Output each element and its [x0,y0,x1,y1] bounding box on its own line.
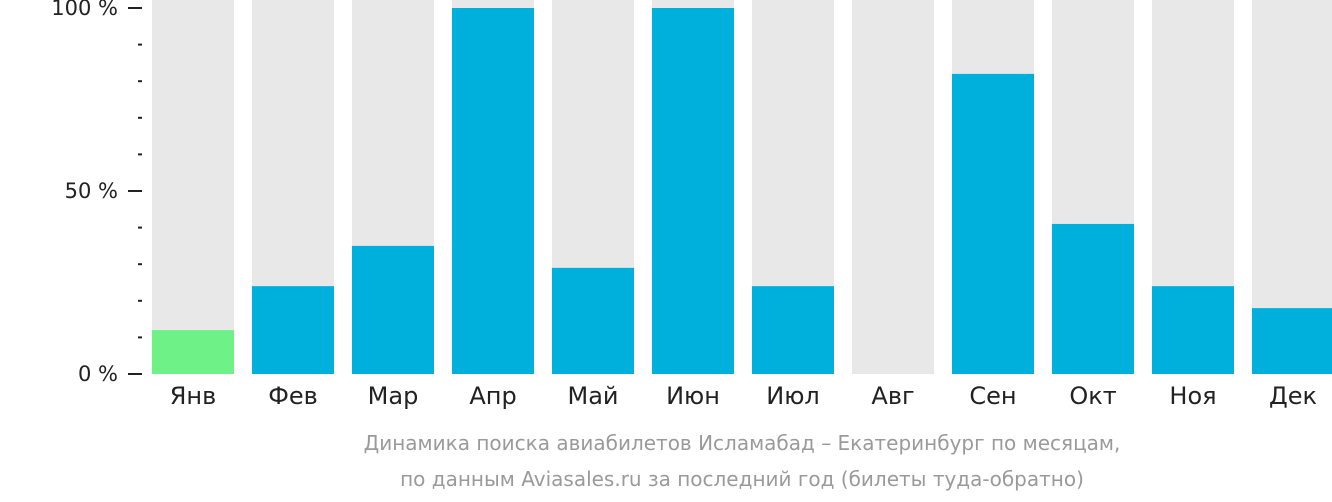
bar-month-2 [252,286,334,374]
data-bars [152,8,1332,374]
chart-caption-line-2: по данным Aviasales.ru за последний год … [400,467,1084,491]
bar-month-6 [652,8,734,374]
bar-month-3 [352,245,434,374]
bar-month-11 [1152,286,1234,374]
x-tick-label-month-12: Дек [1269,382,1317,410]
bar-month-5 [552,267,634,374]
x-axis-labels: Янв Фев Мар Апр Май Июн Июл Авг Сен Окт Ноя Дек [170,382,1317,410]
bar-month-4 [452,8,534,374]
x-tick-label-month-3: Мар [368,382,419,410]
y-tick-label: 50 % [65,179,118,203]
bar-month-1 [152,330,234,374]
bar-month-10 [1052,223,1134,374]
bar-month-12 [1252,308,1332,374]
bar-month-9 [952,73,1034,374]
x-tick-label-month-5: Май [567,382,618,410]
x-tick-label-month-1: Янв [170,382,217,410]
x-tick-label-month-10: Окт [1069,382,1116,410]
x-tick-label-month-6: Июн [666,382,720,410]
y-tick-label: 0 % [78,362,118,386]
y-tick-label: 100 % [51,0,118,20]
x-tick-label-month-7: Июл [766,382,820,410]
bar-month-7 [752,286,834,374]
chart-caption-line-1: Динамика поиска авиабилетов Исламабад – … [363,431,1121,455]
x-tick-label-month-2: Фев [268,382,318,410]
background-bar-month-8 [852,0,934,374]
x-tick-label-month-8: Авг [871,382,914,410]
x-tick-label-month-11: Ноя [1169,382,1216,410]
background-bar-month-1 [152,0,234,374]
x-tick-label-month-9: Сен [969,382,1016,410]
y-axis: 0 % 50 % 100 % [51,0,142,386]
x-tick-label-month-4: Апр [469,382,516,410]
